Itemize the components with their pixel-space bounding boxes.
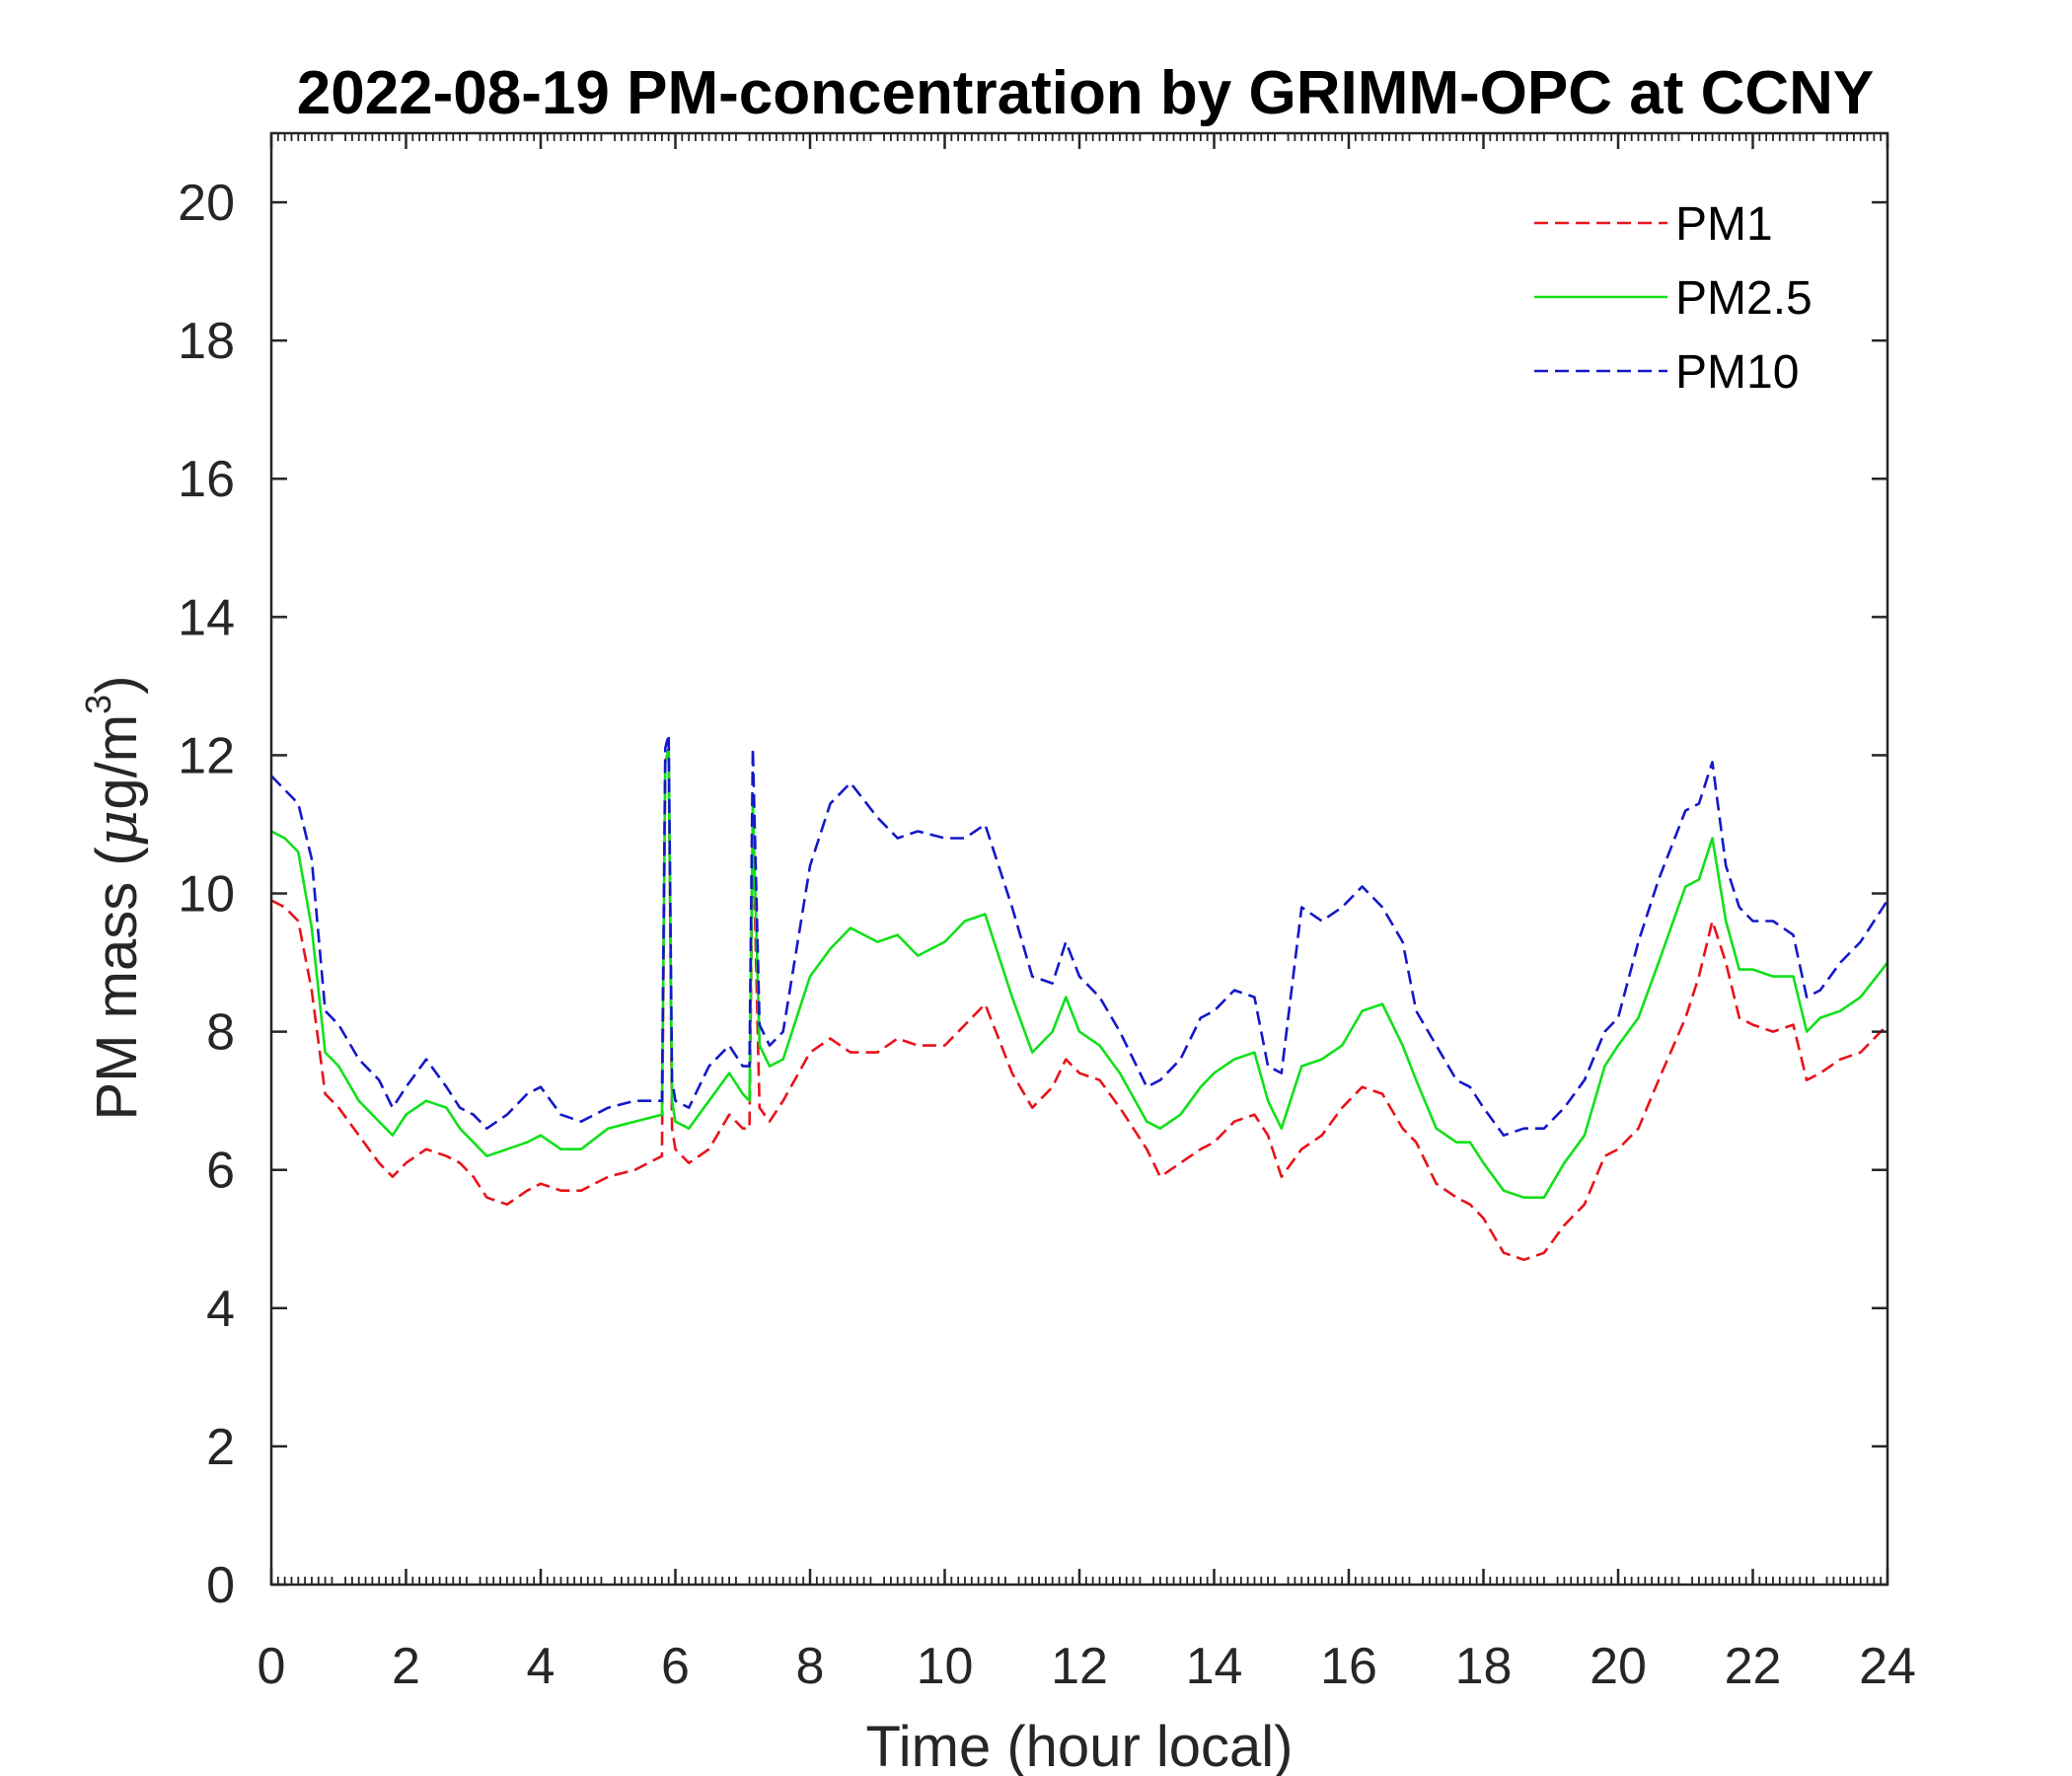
chart-background xyxy=(0,0,2072,1776)
x-tick-label: 10 xyxy=(917,1638,974,1695)
y-tick-label: 14 xyxy=(178,589,235,646)
x-tick-label: 18 xyxy=(1455,1638,1513,1695)
x-tick-label: 6 xyxy=(661,1638,690,1695)
x-tick-label: 8 xyxy=(796,1638,825,1695)
legend-label-pm1: PM1 xyxy=(1675,198,1773,251)
y-tick-label: 16 xyxy=(178,451,235,508)
y-axis-label-mu: μ xyxy=(83,810,150,848)
pm-concentration-chart: 2022-08-19 PM-concentration by GRIMM-OPC… xyxy=(0,0,2072,1776)
y-tick-label: 18 xyxy=(178,313,235,370)
legend-label-pm2-5: PM2.5 xyxy=(1675,272,1813,325)
x-tick-label: 16 xyxy=(1320,1638,1377,1695)
x-tick-label: 14 xyxy=(1186,1638,1243,1695)
x-tick-label: 24 xyxy=(1859,1638,1916,1695)
y-axis-label: PM mass (μg/m3) xyxy=(78,676,150,1121)
y-tick-label: 4 xyxy=(206,1281,235,1338)
y-tick-label: 2 xyxy=(206,1419,235,1476)
x-tick-label: 0 xyxy=(258,1638,286,1695)
x-axis-label: Time (hour local) xyxy=(866,1715,1294,1776)
y-axis-label-main: PM mass ( xyxy=(85,847,149,1120)
x-tick-label: 22 xyxy=(1725,1638,1782,1695)
x-tick-label: 20 xyxy=(1590,1638,1647,1695)
y-axis-label-unit: g/m xyxy=(85,714,149,810)
y-tick-label: 10 xyxy=(178,866,235,924)
x-tick-label: 4 xyxy=(527,1638,555,1695)
y-tick-label: 12 xyxy=(178,727,235,784)
x-tick-label: 2 xyxy=(392,1638,420,1695)
x-tick-label: 12 xyxy=(1051,1638,1108,1695)
chart-title: 2022-08-19 PM-concentration by GRIMM-OPC… xyxy=(297,59,1875,127)
y-tick-label: 8 xyxy=(206,1004,235,1062)
y-axis-label-superscript: 3 xyxy=(78,695,118,714)
legend-label-pm10: PM10 xyxy=(1675,346,1799,399)
y-tick-label: 20 xyxy=(178,175,235,232)
y-tick-label: 0 xyxy=(206,1557,235,1614)
y-tick-label: 6 xyxy=(206,1143,235,1200)
y-axis-label-close: ) xyxy=(85,676,149,695)
